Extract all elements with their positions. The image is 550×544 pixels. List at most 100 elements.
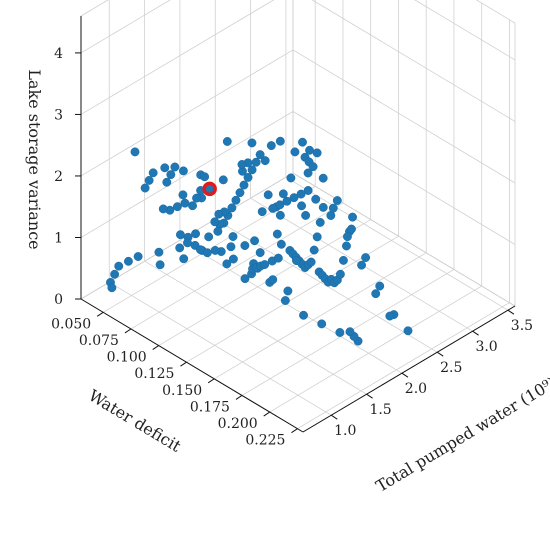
- data-point: [403, 326, 413, 336]
- x-tick-mark: [472, 330, 479, 336]
- data-point: [222, 137, 232, 146]
- data-point: [328, 203, 338, 213]
- data-point: [251, 157, 261, 167]
- data-point: [260, 156, 270, 166]
- data-point: [140, 183, 150, 193]
- data-point: [297, 201, 307, 211]
- x-tick-mark: [507, 309, 515, 315]
- data-point: [342, 232, 352, 242]
- data-point: [255, 150, 265, 160]
- gridline-y-floor: [213, 252, 427, 380]
- data-point: [306, 257, 316, 267]
- data-point: [335, 328, 345, 337]
- data-point: [385, 311, 395, 321]
- data-point: [311, 194, 321, 204]
- z-tick-label: 2: [54, 169, 63, 185]
- y-axis-line: [80, 298, 304, 433]
- data-point: [218, 175, 228, 185]
- data-point: [263, 190, 273, 200]
- data-point: [228, 254, 238, 264]
- data-point: [357, 260, 367, 270]
- data-point: [361, 253, 371, 263]
- x-tick-label: 3.0: [475, 339, 497, 355]
- data-point: [275, 210, 285, 220]
- data-point: [257, 207, 267, 217]
- data-point: [280, 296, 290, 305]
- data-point: [292, 256, 301, 266]
- data-point: [213, 226, 223, 236]
- gridline-x-floor: [179, 239, 403, 374]
- data-point: [172, 202, 182, 212]
- data-point: [275, 200, 285, 210]
- gridline-z-wall-y: [292, 111, 516, 245]
- axes: [80, 16, 516, 433]
- z-tick-label: 0: [54, 292, 63, 308]
- data-point: [315, 217, 325, 227]
- y-tick-label: 0.075: [79, 333, 119, 349]
- data-point: [144, 175, 154, 185]
- data-point: [335, 269, 345, 279]
- data-point: [301, 210, 311, 220]
- data-point: [204, 232, 214, 242]
- z-axis-label: Lake storage variance: [25, 69, 44, 249]
- x-tick-label: 3.5: [511, 318, 533, 334]
- data-point: [345, 327, 355, 337]
- y-tick-label: 0.200: [218, 416, 258, 432]
- x-tick-label: 1.0: [334, 423, 356, 439]
- data-point: [283, 286, 293, 296]
- y-tick-mark: [152, 345, 159, 350]
- data-point: [286, 173, 296, 183]
- gridline-y-floor: [130, 202, 344, 330]
- highlighted-point: [202, 181, 217, 197]
- data-point: [298, 137, 307, 147]
- y-tick-mark: [263, 411, 270, 417]
- y-tick-label: 0.225: [245, 433, 285, 449]
- x-axis-label: Total pumped water (10⁹): [373, 373, 550, 496]
- data-point: [210, 245, 220, 255]
- data-point: [178, 166, 188, 176]
- data-point: [260, 260, 270, 270]
- data-point: [303, 168, 313, 178]
- data-point: [247, 138, 257, 148]
- data-point: [175, 230, 185, 240]
- y-tick-label: 0.175: [190, 399, 230, 415]
- data-point: [272, 229, 282, 239]
- data-point: [240, 241, 250, 251]
- data-point: [200, 172, 210, 182]
- y-tick-mark: [235, 395, 243, 400]
- gridline-z-wall-y: [311, 0, 516, 122]
- x-tick-label: 1.5: [369, 402, 391, 418]
- data-point: [278, 189, 288, 199]
- data-point: [318, 173, 328, 183]
- data-point: [228, 232, 238, 242]
- data-point: [214, 209, 224, 219]
- y-tick-label: 0.150: [162, 383, 202, 399]
- data-point: [160, 163, 170, 173]
- data-point: [289, 193, 299, 203]
- y-tick-mark: [291, 428, 298, 434]
- data-point: [371, 289, 381, 299]
- data-point: [268, 275, 278, 285]
- x-axis-line: [302, 305, 516, 433]
- data-point: [273, 253, 283, 263]
- z-tick-label: 1: [54, 230, 63, 246]
- data-point: [290, 147, 300, 157]
- data-point: [347, 224, 356, 234]
- data-point: [338, 255, 348, 265]
- data-point: [180, 198, 190, 208]
- data-point: [178, 190, 188, 200]
- data-point: [166, 170, 176, 180]
- data-point: [375, 281, 385, 291]
- gridline-x-floor: [109, 281, 332, 416]
- data-point: [312, 232, 322, 242]
- gridline-z-wall-x: [80, 111, 294, 238]
- x-tick-label: 2.0: [405, 381, 427, 397]
- gridline-x-floor: [144, 260, 367, 395]
- data-point: [231, 195, 241, 205]
- z-tick-label: 4: [54, 46, 63, 62]
- data-point: [155, 260, 165, 270]
- data-point: [202, 248, 212, 258]
- data-point: [239, 180, 249, 190]
- data-point: [308, 162, 318, 172]
